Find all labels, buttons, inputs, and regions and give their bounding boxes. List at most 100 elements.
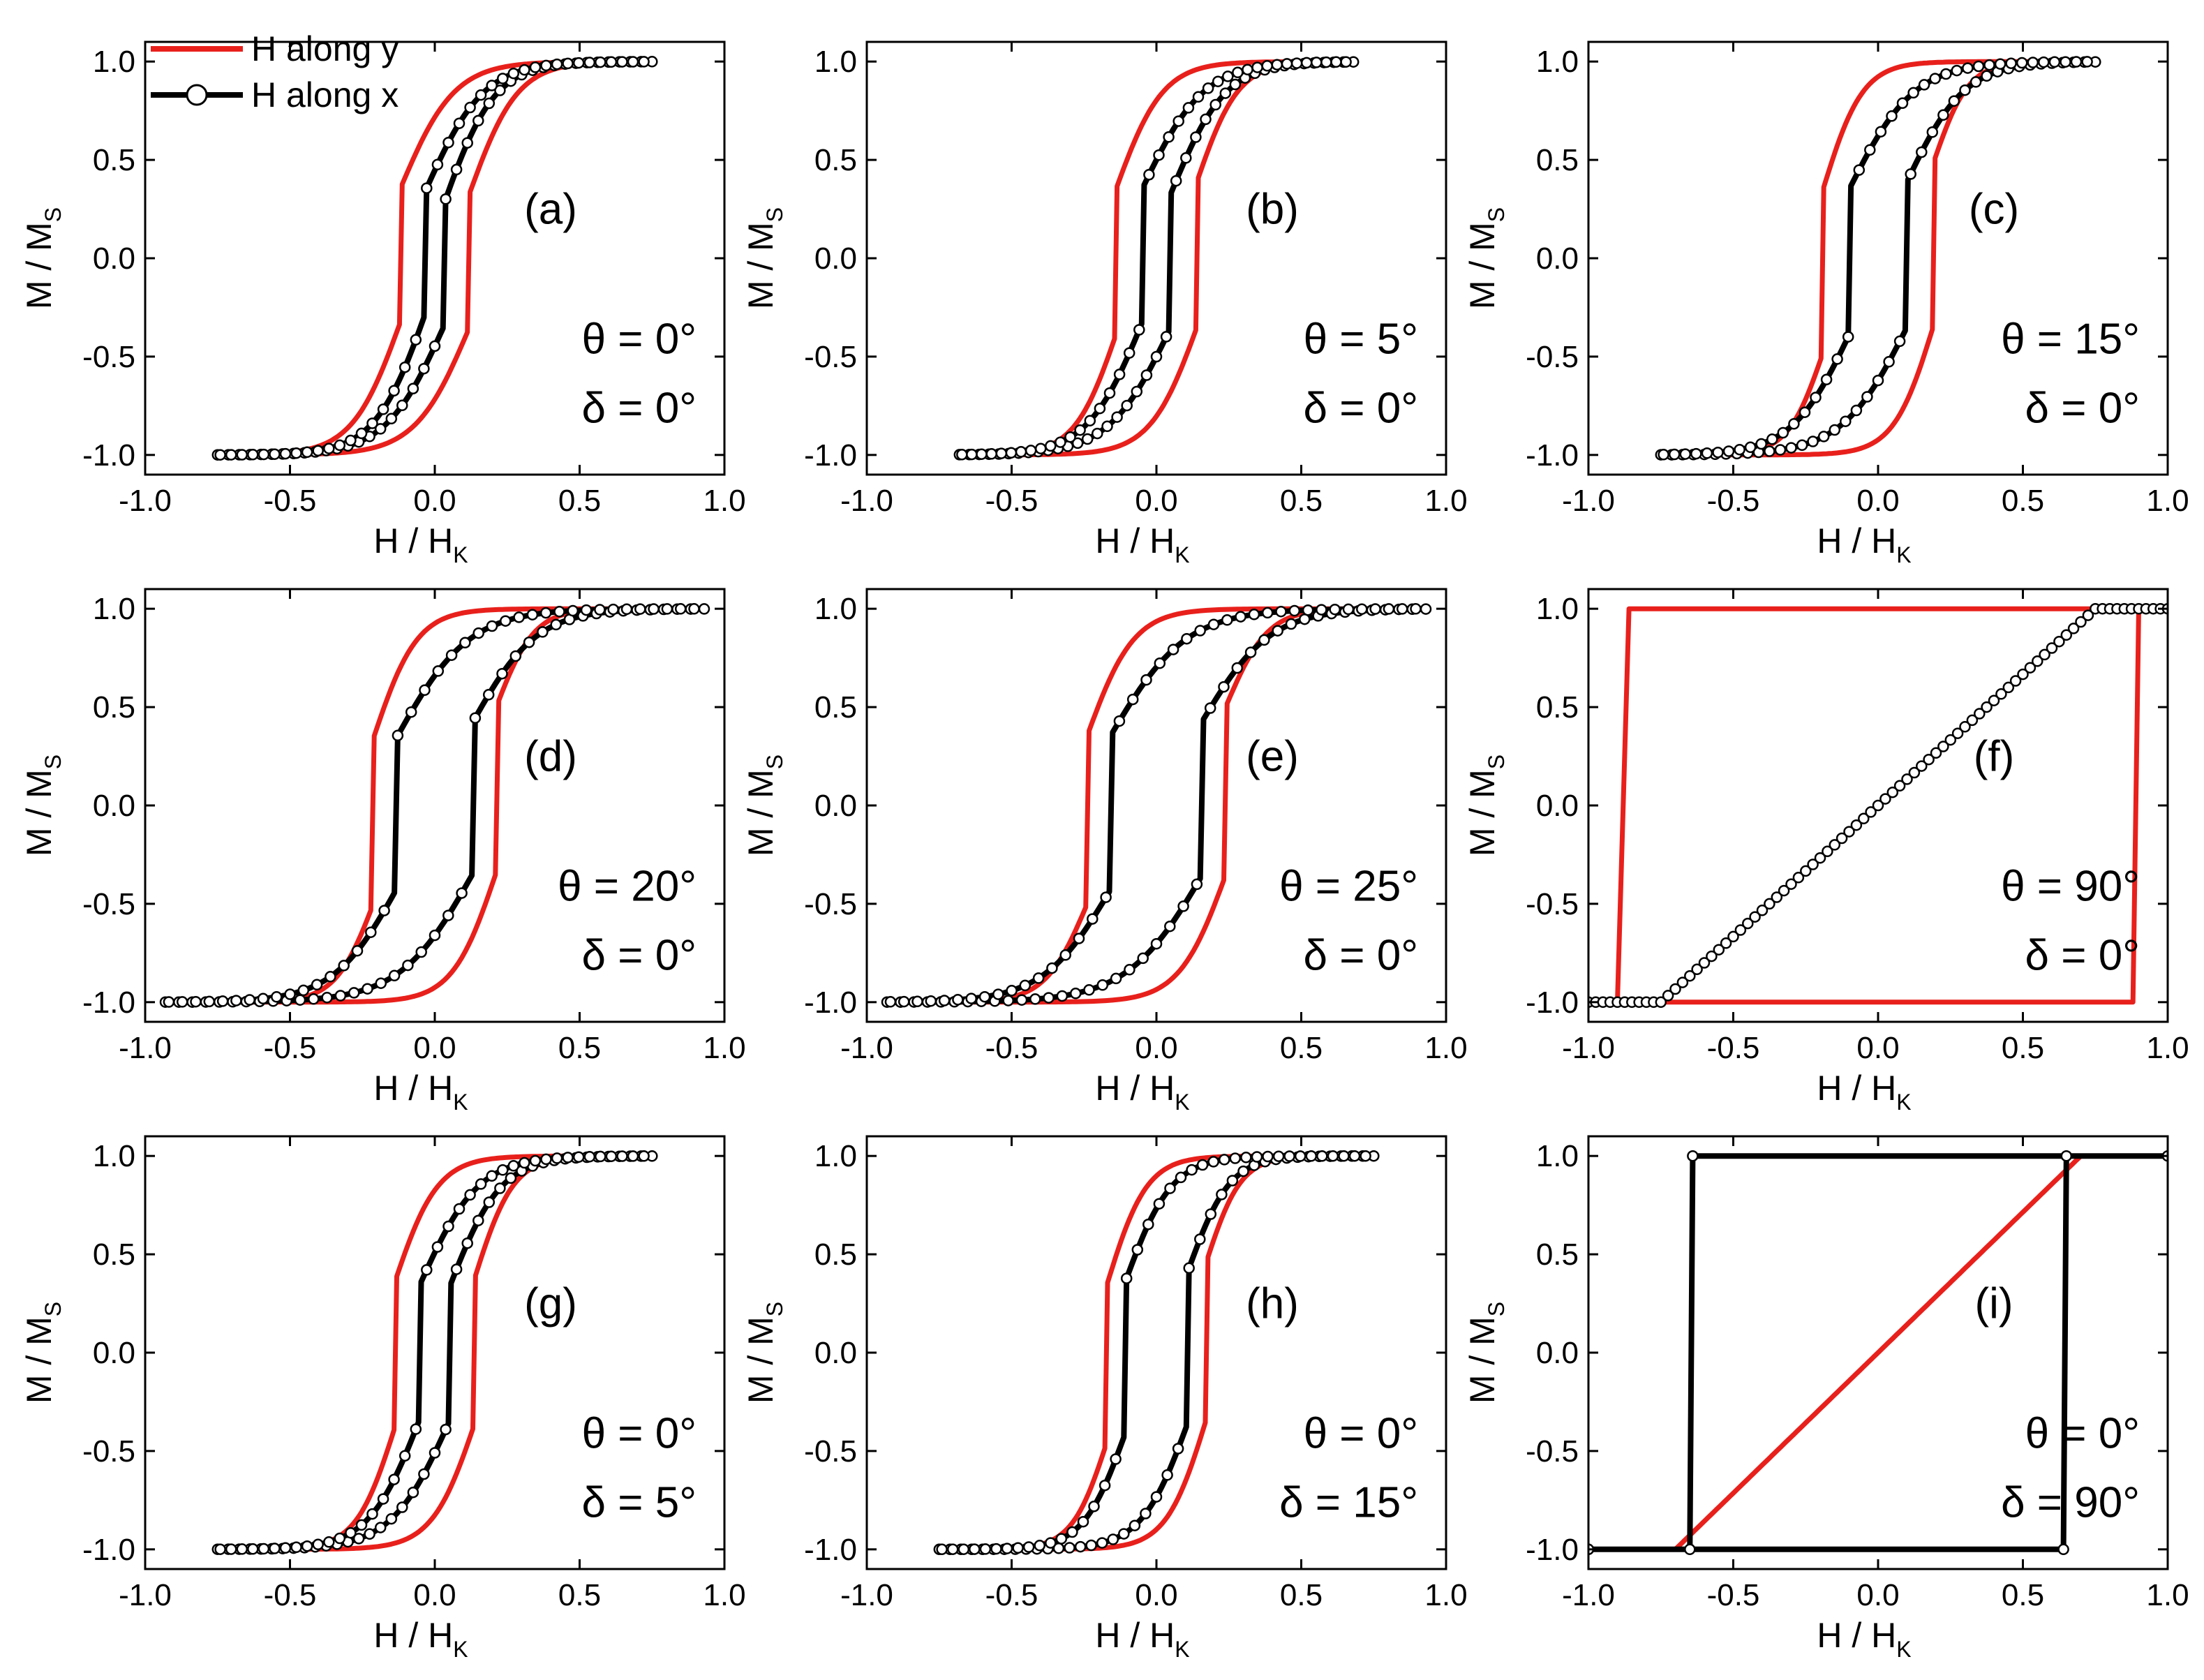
- y-tick-label: 1.0: [1536, 592, 1579, 626]
- data-point-h-along-x: [1810, 392, 1822, 403]
- data-point-h-along-x: [1074, 424, 1086, 436]
- data-point-h-along-x: [1316, 604, 1327, 616]
- data-point-h-along-x: [399, 361, 411, 373]
- data-point-h-along-x: [580, 604, 593, 616]
- x-tick-label: 0.0: [1856, 1031, 1899, 1065]
- y-tick-label: 1.0: [814, 45, 857, 79]
- data-point-h-along-x: [405, 706, 417, 718]
- data-point-h-along-x: [1218, 681, 1230, 693]
- y-axis-label-main: M / M: [20, 769, 59, 856]
- x-axis-label: H / HK: [373, 1616, 468, 1662]
- data-point-h-along-x: [1850, 404, 1863, 417]
- y-tick-label: 1.0: [814, 1139, 857, 1173]
- x-tick-label: -1.0: [840, 484, 893, 518]
- data-point-h-along-x: [627, 56, 639, 68]
- panel-label: (b): [1246, 185, 1299, 233]
- data-point-h-along-x: [1207, 1156, 1219, 1168]
- data-point-h-along-x: [1055, 436, 1066, 448]
- data-point-h-along-x: [1340, 56, 1352, 68]
- data-point-h-along-x: [995, 447, 1008, 459]
- y-axis-label: M / MS: [20, 1302, 66, 1404]
- data-point-h-along-x: [2039, 648, 2050, 661]
- data-point-h-along-x: [1248, 609, 1260, 620]
- y-axis-label-main: M / M: [1463, 769, 1502, 856]
- data-point-h-along-x: [364, 1528, 375, 1540]
- data-point-h-along-x: [2032, 655, 2043, 667]
- data-point-h-along-x: [225, 449, 237, 461]
- panel-label: (h): [1246, 1279, 1299, 1328]
- data-point-h-along-x: [1066, 1526, 1078, 1538]
- data-point-h-along-x: [985, 448, 997, 460]
- data-point-h-along-x: [1944, 734, 1957, 746]
- data-point-h-along-x: [1231, 662, 1244, 674]
- panel-h: -1.0 -0.5 0.0 0.5 1.0 -1.0 -0.5 0.0 0.5 1.0 H / HK…: [741, 1135, 1468, 1662]
- data-point-h-along-x: [297, 984, 310, 997]
- data-point-h-along-x: [638, 1150, 650, 1162]
- data-point-h-along-x: [2082, 609, 2094, 621]
- data-point-h-along-x: [1015, 446, 1027, 458]
- data-point-h-along-x: [431, 1241, 444, 1253]
- delta-label: δ = 0°: [1304, 932, 1418, 980]
- data-point-h-along-x: [620, 603, 633, 616]
- data-point-h-along-x: [526, 609, 539, 620]
- data-point-h-along-x: [1916, 760, 1928, 772]
- data-point-h-along-x: [1864, 144, 1876, 156]
- data-point-h-along-x: [1840, 415, 1852, 427]
- data-point-h-along-x: [1077, 1515, 1089, 1528]
- data-point-h-along-x: [1817, 431, 1830, 443]
- data-point-h-along-x: [1096, 979, 1109, 991]
- data-point-h-along-x: [1981, 701, 1993, 713]
- data-point-h-along-x: [505, 1172, 517, 1184]
- data-point-h-along-x: [638, 56, 650, 68]
- data-point-h-along-x: [1129, 1519, 1141, 1531]
- x-tick-label: 0.0: [413, 484, 456, 518]
- x-axis-label: H / HK: [1817, 521, 1911, 567]
- data-point-h-along-x: [1662, 990, 1674, 1002]
- data-point-h-along-x: [1137, 952, 1149, 965]
- data-point-h-along-x: [399, 1450, 411, 1462]
- data-point-h-along-x: [407, 1486, 419, 1499]
- data-point-h-along-x: [1972, 60, 1985, 73]
- data-point-h-along-x: [1111, 411, 1123, 423]
- plot-area: [1655, 56, 2101, 461]
- data-point-h-along-x: [1204, 702, 1216, 714]
- delta-label: δ = 0°: [582, 932, 697, 980]
- data-point-h-along-x: [1918, 79, 1930, 91]
- data-point-h-along-x: [415, 946, 427, 958]
- y-axis-label: M / MS: [1463, 1302, 1509, 1404]
- panel-a: -1.0 -0.5 0.0 0.5 1.0 -1.0 -0.5 0.0 0.5 1.0 H / HK…: [20, 40, 746, 567]
- data-point-h-along-x: [1272, 1150, 1285, 1162]
- data-point-h-along-x: [269, 448, 281, 460]
- data-point-h-along-x: [661, 603, 673, 615]
- data-point-h-along-x: [540, 1153, 552, 1166]
- data-point-h-along-x: [385, 412, 398, 425]
- plot-area: [953, 56, 1360, 461]
- data-point-h-along-x: [496, 667, 508, 680]
- data-point-h-along-x: [1842, 331, 1854, 343]
- x-tick-label: 1.0: [703, 484, 745, 518]
- data-point-h-along-x: [459, 637, 471, 649]
- data-point-h-along-x: [402, 959, 414, 972]
- data-point-h-along-x: [1701, 447, 1713, 459]
- legend-label-0: H along y: [251, 29, 399, 68]
- data-point-h-along-x: [1043, 992, 1055, 1004]
- data-point-h-along-x: [1015, 994, 1028, 1006]
- x-axis-label-main: H / H: [373, 1069, 453, 1108]
- data-point-h-along-x: [1161, 1469, 1173, 1481]
- data-point-h-along-x: [1140, 674, 1152, 686]
- data-point-h-along-x: [396, 399, 408, 412]
- data-point-h-along-x: [1087, 913, 1099, 925]
- data-point-h-along-x: [1930, 747, 1942, 759]
- data-point-h-along-x: [1142, 1218, 1154, 1231]
- data-point-h-along-x: [176, 996, 188, 1008]
- data-point-h-along-x: [366, 417, 378, 429]
- data-point-h-along-x: [190, 995, 202, 1008]
- plot-area: [211, 1150, 658, 1555]
- x-tick-label: 1.0: [703, 1578, 745, 1612]
- data-point-h-along-x: [472, 1214, 484, 1226]
- y-tick-label: 1.0: [1536, 1139, 1579, 1173]
- delta-label: δ = 0°: [2025, 385, 2140, 433]
- data-point-h-along-x: [1831, 353, 1843, 365]
- y-tick-label: 0.0: [1536, 1336, 1579, 1370]
- data-point-h-along-x: [1356, 603, 1368, 615]
